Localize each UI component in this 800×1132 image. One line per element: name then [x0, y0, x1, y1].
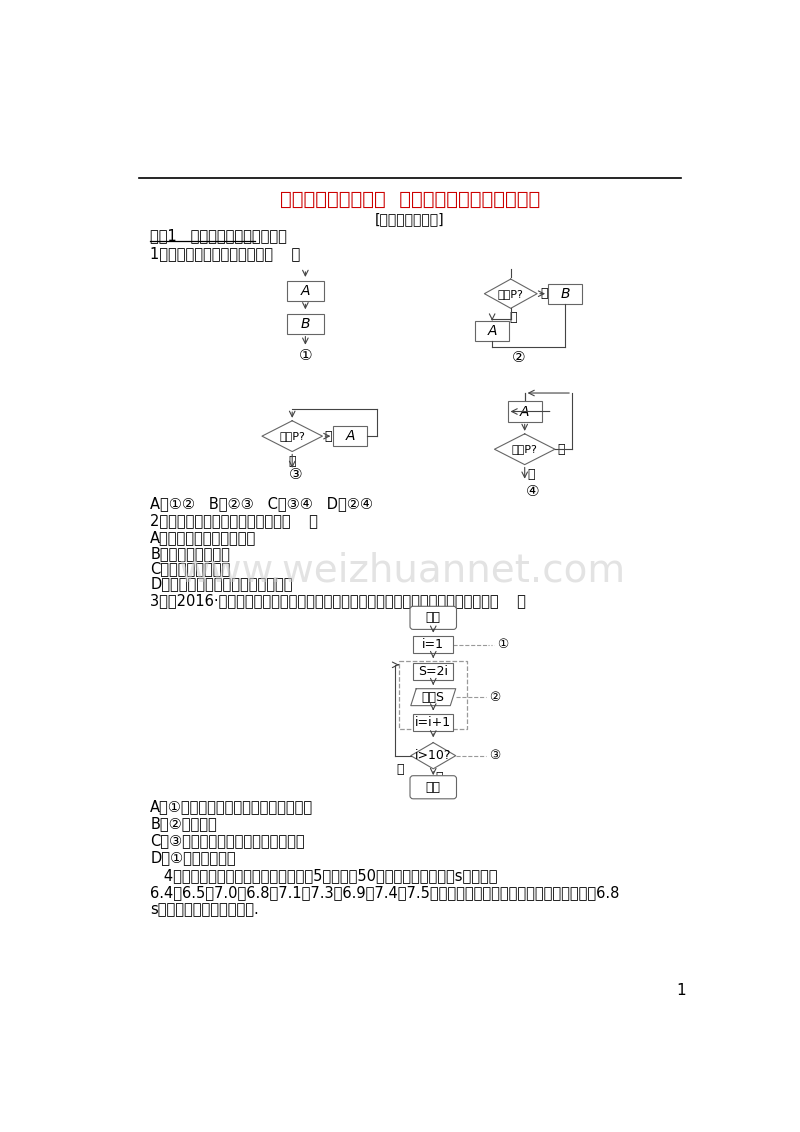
Text: i>10?: i>10?: [415, 749, 451, 762]
Text: 4．某中学高三年级男子体育训练小组5月测试的50米跑的成绩（单位：s）如下：: 4．某中学高三年级男子体育训练小组5月测试的50米跑的成绩（单位：s）如下：: [150, 868, 498, 883]
Text: 否: 否: [558, 443, 565, 456]
FancyBboxPatch shape: [475, 320, 509, 341]
Text: 题组1   循环结构及两种循环结构: 题组1 循环结构及两种循环结构: [150, 229, 287, 243]
Text: 否: 否: [288, 455, 296, 469]
Text: A: A: [301, 284, 310, 299]
Polygon shape: [262, 421, 322, 452]
Text: [学业水平达标练]: [学业水平达标练]: [375, 212, 445, 226]
Text: D．起止框、处理框和输入、输出框: D．起止框、处理框和输入、输出框: [150, 576, 293, 592]
Text: ①: ①: [298, 348, 312, 362]
Text: B．②为循环体: B．②为循环体: [150, 816, 217, 831]
Text: A: A: [487, 324, 497, 337]
Text: ③: ③: [290, 468, 303, 482]
Text: ②: ②: [489, 691, 500, 704]
Text: www.weizhuannet.com: www.weizhuannet.com: [178, 552, 626, 590]
FancyBboxPatch shape: [413, 663, 454, 680]
Text: i=i+1: i=i+1: [415, 717, 451, 729]
Text: 是: 是: [325, 430, 332, 443]
Text: ①: ①: [497, 638, 508, 651]
Text: A: A: [346, 429, 355, 443]
Text: 条件P?: 条件P?: [512, 444, 538, 454]
FancyBboxPatch shape: [508, 402, 542, 421]
Text: 2．一个完整的程序框图至少包含（    ）: 2．一个完整的程序框图至少包含（ ）: [150, 513, 318, 529]
FancyBboxPatch shape: [413, 714, 454, 731]
Text: A．①②   B．②③   C．③④   D．②④: A．①② B．②③ C．③④ D．②④: [150, 497, 374, 512]
FancyBboxPatch shape: [410, 607, 457, 629]
FancyBboxPatch shape: [413, 636, 454, 653]
Polygon shape: [494, 434, 555, 464]
Text: D．①可以省略不写: D．①可以省略不写: [150, 850, 236, 865]
Text: ②: ②: [512, 350, 526, 366]
Text: B: B: [301, 317, 310, 331]
FancyBboxPatch shape: [410, 775, 457, 799]
Text: ③: ③: [489, 749, 500, 762]
Text: i=1: i=1: [422, 638, 444, 651]
Text: B: B: [560, 286, 570, 301]
Polygon shape: [485, 280, 537, 308]
Text: 是: 是: [527, 468, 534, 481]
Text: C．③是判断是否继续循环的终止条件: C．③是判断是否继续循环的终止条件: [150, 833, 305, 848]
Text: 条件P?: 条件P?: [279, 431, 305, 441]
Text: 1: 1: [677, 983, 686, 998]
Text: 开始: 开始: [426, 611, 441, 625]
FancyBboxPatch shape: [286, 314, 324, 334]
Text: A．起止框和输入、输出框: A．起止框和输入、输出框: [150, 530, 257, 546]
FancyBboxPatch shape: [334, 426, 367, 446]
Text: A．①是循环变量初始化，循环就要开始: A．①是循环变量初始化，循环就要开始: [150, 799, 314, 814]
Text: A: A: [520, 404, 530, 419]
Text: 否: 否: [397, 763, 404, 777]
Text: ④: ④: [526, 484, 539, 499]
Text: 结束: 结束: [426, 781, 441, 794]
Text: 输出S: 输出S: [422, 691, 445, 704]
FancyBboxPatch shape: [286, 282, 324, 301]
Text: S=2i: S=2i: [418, 666, 448, 678]
Text: 课下能力提升（四）  程序结构、程序框图的画法: 课下能力提升（四） 程序结构、程序框图的画法: [280, 190, 540, 209]
Text: 6.4，6.5，7.0，6.8，7.1，7.3，6.9，7.4，7.5，设计一个算法，从这些成绩中搜索出小于6.8: 6.4，6.5，7.0，6.8，7.1，7.3，6.9，7.4，7.5，设计一个…: [150, 885, 620, 900]
Text: 是: 是: [435, 771, 443, 784]
Polygon shape: [410, 688, 456, 705]
Text: 条件P?: 条件P?: [498, 289, 524, 299]
Text: 3．（2016·安徽巢湖检测）如图所示是一个循环结构的算法，下列说法不正确的是（    ）: 3．（2016·安徽巢湖检测）如图所示是一个循环结构的算法，下列说法不正确的是（…: [150, 593, 526, 608]
Text: 是: 是: [509, 310, 517, 324]
FancyBboxPatch shape: [548, 284, 582, 303]
Text: B．起止框和处理框: B．起止框和处理框: [150, 546, 230, 560]
Text: 1．下列框图是循环结构的是（    ）: 1．下列框图是循环结构的是（ ）: [150, 246, 301, 261]
Text: C．起止框和判断框: C．起止框和判断框: [150, 561, 230, 576]
Polygon shape: [410, 743, 456, 769]
Text: 否: 否: [540, 288, 548, 300]
Text: s的成绩，并画出程序框图.: s的成绩，并画出程序框图.: [150, 902, 259, 917]
